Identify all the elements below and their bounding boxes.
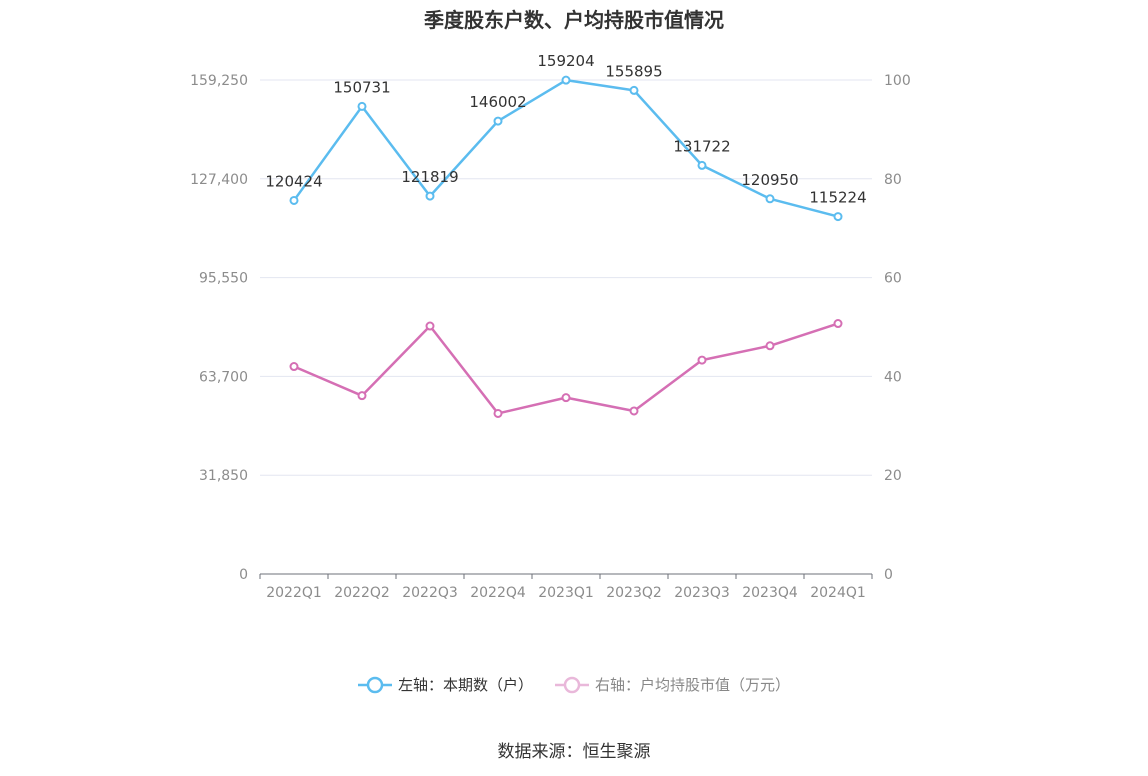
data-point-right (357, 391, 367, 401)
data-point-left (357, 101, 367, 111)
data-point-right (561, 393, 571, 403)
data-point-right (833, 319, 843, 329)
data-point-left (493, 116, 503, 126)
y-right-tick-label: 60 (884, 271, 902, 287)
x-tick-label: 2022Q2 (334, 585, 390, 601)
data-label: 159204 (537, 52, 594, 70)
data-point-right (425, 321, 435, 331)
data-point-right (629, 406, 639, 416)
y-right-tick-label: 100 (884, 73, 911, 89)
legend-left-label: 左轴：本期数（户） (397, 676, 533, 694)
legend: 左轴：本期数（户） 右轴：户均持股市值（万元） (0, 674, 1148, 695)
series-line-left (292, 78, 839, 218)
y-right-tick-label: 0 (884, 567, 893, 583)
data-point-right (765, 341, 775, 351)
data-label: 120424 (265, 172, 322, 190)
legend-item-left-series[interactable]: 左轴：本期数（户） (357, 674, 533, 695)
data-point-left (425, 191, 435, 201)
data-point-right (289, 362, 299, 372)
y-right-tick-label: 40 (884, 369, 902, 385)
y-right-tick-label: 20 (884, 468, 902, 484)
legend-right-marker-icon (555, 676, 589, 693)
y-left-tick-label: 31,850 (199, 468, 248, 484)
x-tick-label: 2024Q1 (810, 585, 866, 601)
data-point-left (697, 160, 707, 170)
legend-left-marker-icon (357, 676, 392, 693)
y-left-tick-label: 95,550 (199, 271, 248, 287)
data-label: 115224 (809, 189, 866, 207)
y-left-tick-label: 127,400 (190, 172, 248, 188)
data-label: 150731 (333, 78, 390, 96)
data-label: 155895 (605, 62, 662, 80)
y-left-tick-label: 0 (239, 567, 248, 583)
data-point-left (561, 75, 571, 85)
y-left-tick-label: 63,700 (199, 369, 248, 385)
data-label: 120950 (741, 171, 798, 189)
x-tick-label: 2023Q2 (606, 585, 662, 601)
data-label: 121819 (401, 168, 458, 186)
data-point-left (833, 212, 843, 222)
chart-title: 季度股东户数、户均持股市值情况 (424, 8, 724, 32)
data-point-right (697, 355, 707, 365)
data-point-left (289, 195, 299, 205)
data-point-left (629, 85, 639, 95)
y-right-tick-label: 80 (884, 172, 902, 188)
y-left-tick-label: 159,250 (190, 73, 248, 89)
data-source-note: 数据来源：恒生聚源 (497, 742, 651, 762)
data-labels: 120424 150731 121819 146002 159204 155895 1317… (265, 52, 866, 206)
data-label: 146002 (469, 93, 526, 111)
x-tick-label: 2022Q4 (470, 585, 526, 601)
data-point-left (765, 194, 775, 204)
data-label: 131722 (673, 137, 730, 155)
x-tick-label: 2022Q3 (402, 585, 458, 601)
grid-lines (260, 79, 872, 476)
x-tick-label: 2022Q1 (266, 585, 322, 601)
series-lines (289, 75, 843, 418)
axes: 0 0 31,850 20 63,700 40 95,550 60 127,400 80 159,2… (190, 73, 911, 601)
legend-item-right-series[interactable]: 右轴：户均持股市值（万元） (555, 674, 790, 695)
x-tick-label: 2023Q1 (538, 585, 594, 601)
data-point-right (493, 408, 503, 418)
x-tick-label: 2023Q3 (674, 585, 730, 601)
legend-right-label: 右轴：户均持股市值（万元） (595, 676, 791, 694)
x-tick-label: 2023Q4 (742, 585, 798, 601)
